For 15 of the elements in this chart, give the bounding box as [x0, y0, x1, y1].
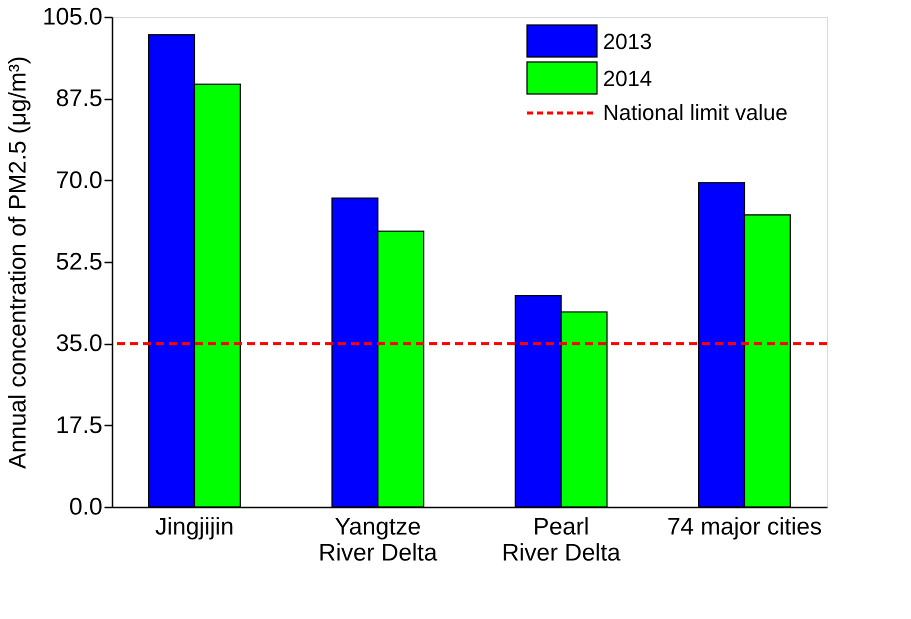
x-tick-label: 74 major cities — [667, 514, 822, 540]
x-tick-label: Yangtze River Delta — [318, 514, 438, 566]
y-tick-label: 0.0 — [69, 494, 102, 520]
legend-label: 2014 — [603, 66, 652, 91]
y-tick-label: 105.0 — [42, 4, 102, 30]
legend-label: National limit value — [603, 100, 788, 125]
x-tick-label: Jingjijin — [155, 514, 234, 540]
legend-label: 2013 — [603, 29, 652, 54]
y-tick-label: 87.5 — [56, 85, 102, 112]
x-tick-label: Pearl River Delta — [502, 514, 622, 566]
y-axis-title: Annual concentration of PM2.5 (μg/m³) — [4, 56, 32, 469]
y-tick-label: 35.0 — [56, 330, 102, 358]
y-tick-label: 17.5 — [56, 412, 102, 439]
y-tick-label: 70.0 — [56, 166, 102, 194]
y-tick-label: 52.5 — [56, 248, 102, 276]
